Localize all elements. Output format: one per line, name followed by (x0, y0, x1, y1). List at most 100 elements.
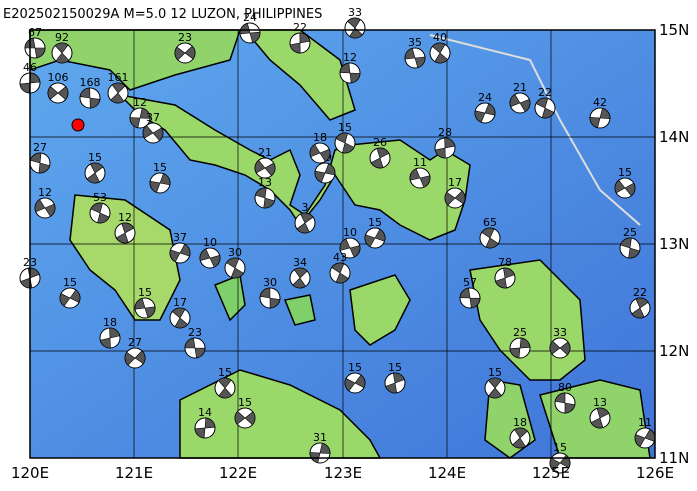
beachball-quadrant (620, 237, 640, 259)
beachball: 31 (309, 431, 331, 464)
beachball-quadrant (535, 97, 555, 119)
beachball-quadrant (239, 22, 261, 44)
beachball: 21 (254, 146, 276, 179)
depth-label: 78 (498, 256, 512, 269)
beachball-quadrant (129, 107, 151, 129)
beachball-quadrant (292, 267, 308, 289)
beachball-quadrant (20, 267, 40, 289)
beachball-quadrant (54, 42, 70, 64)
depth-label: 18 (103, 316, 117, 329)
beachball: 17 (444, 176, 466, 209)
beachball: 15 (549, 441, 571, 474)
beachball-quadrant (474, 103, 496, 123)
frame (29, 29, 656, 459)
depth-label: 31 (313, 431, 327, 444)
depth-label: 65 (483, 216, 497, 229)
depth-label: 15 (553, 441, 567, 454)
depth-label: 15 (88, 151, 102, 164)
lon-label: 121E (115, 464, 153, 482)
beachball: 168 (79, 76, 101, 109)
depth-label: 12 (133, 96, 147, 109)
beachball: 78 (494, 256, 516, 289)
lat-label: 11N (659, 449, 689, 467)
depth-label: 13 (258, 176, 272, 189)
beachball: 106 (47, 71, 69, 104)
beachball: 15 (84, 151, 106, 184)
beachball-quadrant (554, 392, 576, 414)
beachball: 18 (99, 316, 121, 349)
beachball-quadrant (495, 267, 515, 289)
depth-label: 15 (488, 366, 502, 379)
beachball-quadrant (255, 187, 275, 209)
depth-label: 12 (343, 51, 357, 64)
beachball: 11 (409, 156, 431, 189)
depth-label: 30 (263, 276, 277, 289)
main-event (71, 118, 85, 132)
beachball-quadrant (481, 227, 499, 249)
beachball: 65 (479, 216, 501, 249)
beachball: 13 (254, 176, 276, 209)
beachball-quadrant (289, 32, 311, 54)
beachball-quadrant (314, 163, 336, 183)
depth-label: 53 (93, 191, 107, 204)
beachball: 12 (129, 96, 151, 129)
beachball: 15 (149, 161, 171, 194)
beachball-quadrant (259, 287, 281, 309)
beachball-quadrant (169, 243, 191, 263)
depth-label: 21 (258, 146, 272, 159)
beachball-quadrant (254, 159, 276, 177)
depth-label: 37 (146, 111, 160, 124)
beachball: 14 (194, 406, 216, 439)
depth-label: 42 (593, 96, 607, 109)
beachball-quadrant (549, 340, 571, 356)
lat-label: 14N (659, 128, 689, 146)
beachball: 15 (334, 121, 356, 154)
beachball: 18 (309, 131, 331, 164)
beachball-quadrant (226, 257, 244, 279)
beachball-quadrant (79, 87, 101, 109)
beachball-quadrant (590, 407, 610, 429)
beachball: 15 (614, 166, 636, 199)
depth-label: 24 (243, 11, 257, 24)
beachball-quadrant (385, 372, 405, 394)
beachball: 3 (294, 201, 316, 234)
depth-label: 11 (413, 156, 427, 169)
beachball: 12 (34, 186, 56, 219)
depth-label: 80 (558, 381, 572, 394)
beachball: 23 (174, 31, 196, 64)
beachball: 25 (619, 226, 641, 259)
beachball: 24 (239, 11, 261, 44)
beachball: 12 (339, 51, 361, 84)
depth-label: 21 (513, 81, 527, 94)
depth-label: 10 (203, 236, 217, 249)
depth-label: 26 (373, 136, 387, 149)
beachball: 15 (234, 396, 256, 429)
depth-label: 22 (538, 86, 552, 99)
beachball-quadrant (184, 337, 206, 359)
beachball-quadrant (217, 377, 233, 399)
depth-label: 23 (178, 31, 192, 44)
lon-label: 126E (636, 464, 674, 482)
beachball: 92 (51, 31, 73, 64)
depth-label: 161 (108, 71, 129, 84)
beachball: 18 (509, 416, 531, 449)
beachball: 37 (169, 231, 191, 264)
depth-label: 23 (188, 326, 202, 339)
beachball: 35 (404, 36, 426, 69)
depth-label: 34 (293, 256, 307, 269)
depth-label: 43 (333, 251, 347, 264)
beachball-quadrant (434, 137, 456, 159)
depth-label: 168 (80, 76, 101, 89)
beachball: 30 (259, 276, 281, 309)
beachball-quadrant (409, 168, 431, 188)
beachball-quadrant (115, 222, 135, 244)
beachball-quadrant (134, 298, 156, 318)
depth-label: 15 (348, 361, 362, 374)
depth-label: 15 (63, 276, 77, 289)
depth-label: 18 (313, 131, 327, 144)
depth-label: 17 (173, 296, 187, 309)
depth-label: 12 (38, 186, 52, 199)
beachball-quadrant (296, 212, 314, 234)
beachball: 13 (589, 396, 611, 429)
